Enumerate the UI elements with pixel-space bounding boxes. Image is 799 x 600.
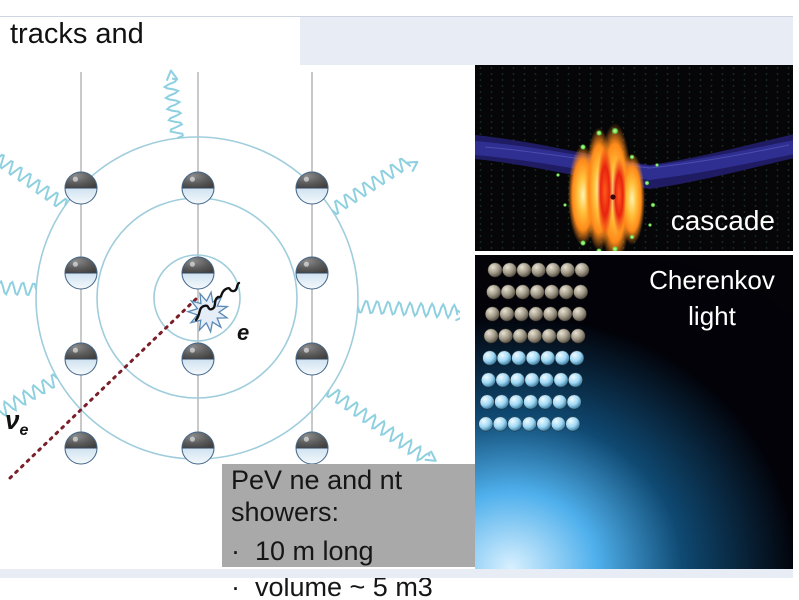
svg-text:e: e	[237, 320, 249, 345]
svg-text:νe: νe	[5, 405, 28, 439]
